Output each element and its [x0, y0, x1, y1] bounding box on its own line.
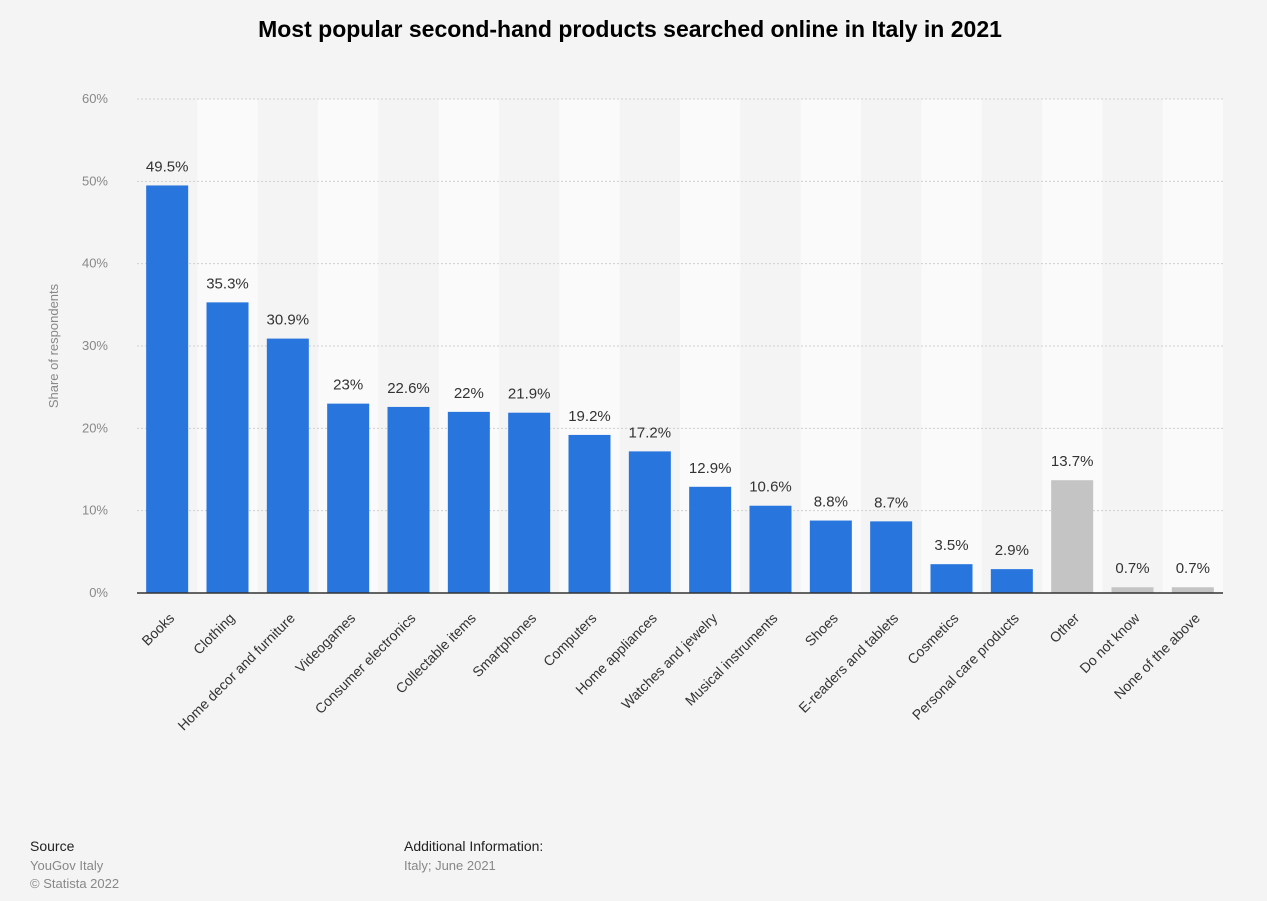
- x-tick-label: Other: [1046, 610, 1082, 646]
- x-tick-label: Books: [138, 610, 177, 649]
- x-tick-label: E-readers and tablets: [795, 610, 901, 716]
- bar: [809, 520, 852, 593]
- x-tick-label: Computers: [540, 610, 600, 670]
- data-label: 10.6%: [749, 479, 792, 496]
- y-tick-label: 60%: [82, 91, 108, 106]
- bar: [447, 411, 490, 593]
- data-label: 3.5%: [934, 537, 968, 554]
- copyright-line: © Statista 2022: [30, 876, 120, 891]
- data-label: 21.9%: [508, 386, 551, 403]
- bar: [628, 451, 671, 593]
- data-label: 35.3%: [206, 275, 249, 292]
- data-label: 22.6%: [387, 380, 430, 397]
- column-band: [921, 99, 982, 593]
- bar: [1111, 587, 1154, 593]
- data-label: 49.5%: [146, 158, 189, 175]
- data-label: 17.2%: [629, 424, 672, 441]
- bar: [266, 338, 309, 593]
- additional-info-heading: Additional Information:: [404, 838, 544, 854]
- data-label: 2.9%: [995, 542, 1029, 559]
- data-label: 30.9%: [267, 312, 310, 329]
- data-label: 19.2%: [568, 408, 611, 425]
- x-tick-label: Videogames: [292, 610, 358, 676]
- y-tick-label: 50%: [82, 173, 108, 188]
- bar: [568, 434, 611, 593]
- x-tick-label: Do not know: [1076, 609, 1143, 676]
- y-tick-label: 20%: [82, 420, 108, 435]
- data-label: 22%: [454, 385, 484, 402]
- data-label: 12.9%: [689, 460, 732, 477]
- bar: [327, 403, 370, 593]
- source-block: Source YouGov Italy © Statista 2022: [30, 838, 119, 893]
- bar: [146, 185, 189, 593]
- column-band: [1162, 99, 1223, 593]
- chart-title: Most popular second-hand products search…: [258, 16, 1002, 42]
- additional-info-line: Italy; June 2021: [404, 858, 496, 873]
- y-tick-label: 40%: [82, 256, 108, 271]
- bar: [990, 569, 1033, 593]
- x-tick-label: Smartphones: [469, 610, 539, 680]
- bar: [508, 412, 551, 593]
- bar: [870, 521, 913, 593]
- x-tick-label: Consumer electronics: [312, 610, 419, 717]
- bar: [749, 505, 792, 593]
- x-tick-label: Shoes: [802, 610, 841, 649]
- bar: [1171, 587, 1214, 593]
- bar: [930, 564, 973, 593]
- y-tick-label: 10%: [82, 503, 108, 518]
- x-tick-label: Clothing: [190, 610, 238, 658]
- source-line[interactable]: YouGov Italy: [30, 858, 104, 873]
- bar: [1051, 480, 1094, 593]
- bar-chart: 0% 10% 20% 30% 40% 50% 60% Share of respondents…: [46, 91, 1223, 734]
- bar: [206, 302, 249, 593]
- data-label: 0.7%: [1115, 560, 1149, 577]
- x-tick-label: Cosmetics: [904, 610, 962, 668]
- y-tick-label: 0%: [89, 585, 108, 600]
- y-axis-label: Share of respondents: [46, 283, 61, 408]
- x-tick-label: Home decor and furniture: [174, 610, 298, 734]
- data-label: 8.7%: [874, 494, 908, 511]
- data-label: 13.7%: [1051, 453, 1094, 470]
- y-tick-label: 30%: [82, 338, 108, 353]
- data-label: 8.8%: [814, 494, 848, 511]
- data-label: 0.7%: [1176, 560, 1210, 577]
- additional-info-block: Additional Information: Italy; June 2021: [404, 838, 543, 875]
- x-tick-label: Personal care products: [909, 610, 1022, 723]
- bar: [387, 406, 430, 593]
- source-heading: Source: [30, 838, 75, 854]
- bar: [689, 486, 732, 593]
- data-label: 23%: [333, 377, 363, 394]
